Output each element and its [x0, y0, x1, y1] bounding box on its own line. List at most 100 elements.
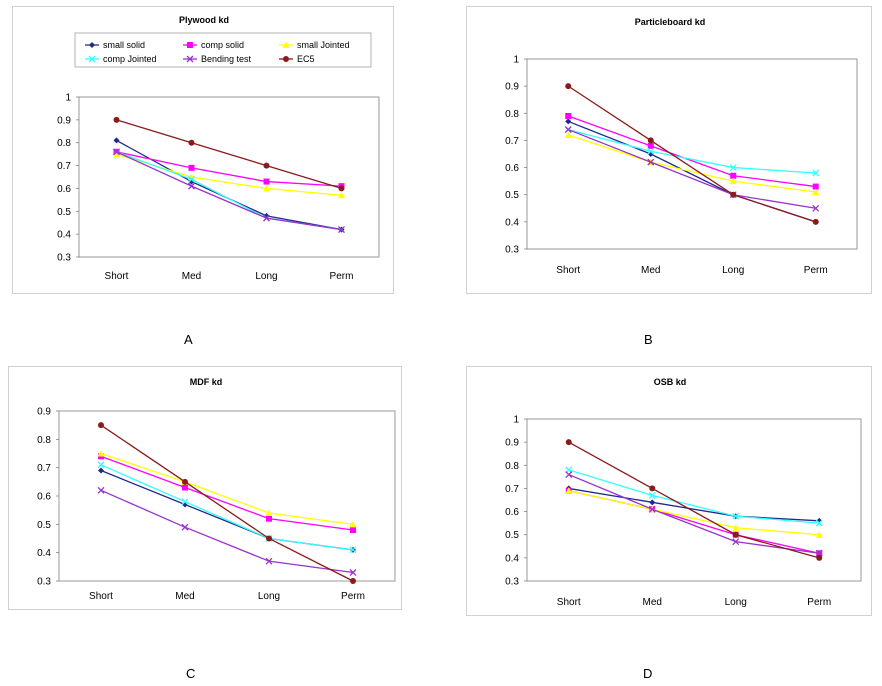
osb-data-point	[565, 487, 573, 494]
osb-data-point	[732, 531, 739, 538]
chart-panel-plywood: Plywood kd 0.3 0.4 0.5 0.6 0.7 0.8 0.9 1 Short Med…	[12, 6, 394, 294]
particleboard-data-point	[730, 172, 737, 179]
mdf-data-point	[97, 461, 105, 469]
mdf-data-point	[349, 546, 357, 554]
plywood-y-tick-label: 1	[65, 93, 71, 104]
chart-panel-particleboard: Particleboard kd 0.3 0.4 0.5 0.6 0.7 0.8 0.9 1 Sh…	[466, 6, 872, 294]
mdf-data-point	[98, 422, 104, 429]
panel-label-a: A	[184, 332, 193, 347]
plywood-series-line	[116, 119, 342, 190]
particleboard-y-tick-label: 0.3	[505, 245, 519, 256]
mdf-y-tick-label: 0.9	[37, 407, 51, 418]
legend-item-label: Bending test	[201, 54, 252, 64]
particleboard-data-point	[729, 177, 737, 185]
particleboard-x-tick-label: Long	[722, 265, 744, 276]
mdf-data-point	[97, 486, 105, 494]
osb-data-point	[649, 485, 656, 492]
plywood-series-5	[113, 116, 345, 192]
mdf-data-point	[265, 509, 273, 516]
plywood-data-point	[113, 148, 120, 156]
osb-y-tick-label: 0.9	[505, 438, 519, 449]
plywood-x-tick-label: Long	[255, 271, 277, 282]
legend-marker	[186, 55, 194, 63]
particleboard-data-point	[647, 137, 654, 144]
mdf-y-tick-label: 0.4	[37, 548, 51, 559]
plywood-y-tick-label: 0.6	[57, 184, 71, 195]
osb-series-5	[565, 439, 823, 561]
legend-item-label: small Jointed	[297, 40, 350, 50]
osb-series-line	[568, 441, 820, 559]
chart-panel-mdf: MDF kd 0.3 0.4 0.5 0.6 0.7 0.8 0.9 Short Med Long P…	[8, 366, 402, 610]
mdf-data-point	[349, 569, 357, 576]
particleboard-data-point	[647, 158, 655, 166]
osb-x-tick-label: Med	[643, 597, 662, 608]
particleboard-y-tick-label: 0.6	[505, 163, 519, 174]
mdf-chart: MDF kd 0.3 0.4 0.5 0.6 0.7 0.8 0.9 Short Med Long P…	[37, 377, 396, 602]
osb-data-point	[815, 549, 823, 557]
particleboard-data-point	[812, 218, 819, 225]
osb-y-tick-label: 0.3	[505, 577, 519, 588]
particleboard-series-line	[568, 115, 816, 188]
osb-data-point	[649, 499, 656, 506]
mdf-x-tick-label: Short	[89, 591, 113, 602]
osb-data-point	[648, 491, 656, 499]
legend-item-label: comp solid	[201, 40, 244, 50]
mdf-y-tick-label: 0.8	[37, 435, 51, 446]
osb-data-point	[732, 524, 740, 531]
particleboard-plot-area	[526, 58, 858, 250]
plywood-data-point	[263, 214, 270, 222]
particleboard-data-point	[565, 118, 572, 125]
plywood-x-tick-label: Med	[182, 271, 201, 282]
plywood-y-tick-label: 0.3	[57, 253, 71, 264]
particleboard-data-point	[812, 169, 820, 177]
plywood-series-line	[116, 151, 342, 187]
osb-y-tick-label: 0.7	[505, 484, 519, 495]
mdf-data-point	[350, 578, 356, 584]
plywood-chart-title: Plywood kd	[179, 15, 229, 25]
plywood-data-point	[263, 184, 270, 192]
mdf-data-point	[182, 484, 188, 491]
particleboard-data-point	[729, 164, 737, 172]
mdf-series-line	[100, 489, 354, 574]
osb-data-point	[565, 439, 572, 446]
plywood-y-tick-label: 0.7	[57, 161, 71, 172]
particleboard-y-tick-label: 0.7	[505, 136, 519, 147]
plywood-data-point	[188, 182, 195, 190]
particleboard-series-line	[568, 128, 816, 209]
plywood-y-tick-label: 0.9	[57, 115, 71, 126]
particleboard-series-5	[565, 83, 819, 225]
mdf-y-tick-label: 0.7	[37, 463, 51, 474]
plywood-series-4	[113, 148, 345, 234]
mdf-data-point	[98, 467, 104, 474]
plywood-data-point	[188, 164, 195, 171]
osb-y-tick-label: 0.4	[505, 553, 519, 564]
legend-item-label: small solid	[103, 40, 145, 50]
mdf-data-point	[266, 515, 272, 522]
mdf-series-line	[100, 464, 354, 551]
legend-marker	[283, 56, 289, 62]
particleboard-y-tick-label: 0.5	[505, 190, 519, 201]
panel-label-c: C	[186, 666, 196, 681]
osb-x-tick-label: Long	[725, 597, 747, 608]
mdf-data-point	[181, 498, 189, 506]
mdf-x-tick-label: Perm	[341, 591, 365, 602]
plywood-data-point	[188, 139, 195, 146]
osb-chart: OSB kd 0.3 0.4 0.5 0.6 0.7 0.8 0.9 1 Short Med Long…	[505, 377, 862, 608]
mdf-y-tick-label: 0.6	[37, 492, 51, 503]
plywood-series-line	[116, 151, 342, 231]
mdf-x-tick-label: Long	[258, 591, 280, 602]
particleboard-chart-title: Particleboard kd	[635, 17, 706, 27]
particleboard-data-point	[812, 188, 820, 195]
plywood-data-point	[188, 175, 195, 183]
plywood-data-point	[113, 137, 120, 144]
osb-data-point	[732, 538, 740, 546]
mdf-data-point	[266, 535, 272, 542]
mdf-plot-area	[58, 410, 396, 582]
particleboard-data-point	[565, 83, 572, 90]
osb-series-4	[565, 471, 823, 557]
particleboard-data-point	[812, 183, 819, 190]
particleboard-series-3	[564, 126, 820, 177]
particleboard-y-tick-label: 0.4	[505, 217, 519, 228]
mdf-data-point	[350, 527, 356, 533]
panel-label-b: B	[644, 332, 653, 347]
